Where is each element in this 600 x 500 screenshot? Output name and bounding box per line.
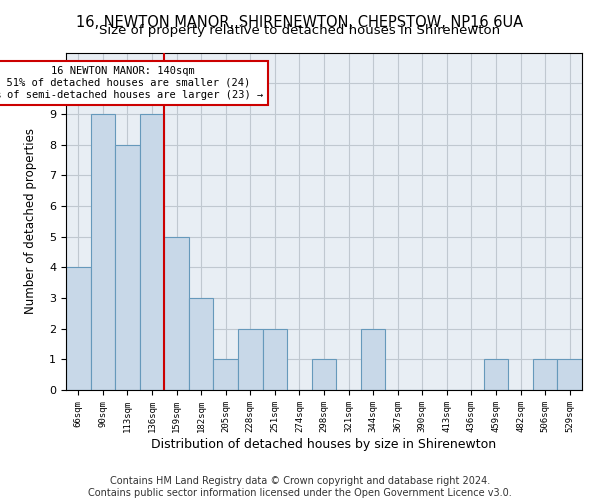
- Y-axis label: Number of detached properties: Number of detached properties: [24, 128, 37, 314]
- Bar: [164, 236, 189, 390]
- Bar: [214, 360, 238, 390]
- Bar: [115, 144, 140, 390]
- Bar: [557, 360, 582, 390]
- Bar: [238, 328, 263, 390]
- Bar: [484, 360, 508, 390]
- Bar: [533, 360, 557, 390]
- Bar: [361, 328, 385, 390]
- Bar: [312, 360, 336, 390]
- Text: 16 NEWTON MANOR: 140sqm
← 51% of detached houses are smaller (24)
49% of semi-de: 16 NEWTON MANOR: 140sqm ← 51% of detache…: [0, 66, 263, 100]
- Text: Contains HM Land Registry data © Crown copyright and database right 2024.
Contai: Contains HM Land Registry data © Crown c…: [88, 476, 512, 498]
- Bar: [140, 114, 164, 390]
- Text: 16, NEWTON MANOR, SHIRENEWTON, CHEPSTOW, NP16 6UA: 16, NEWTON MANOR, SHIRENEWTON, CHEPSTOW,…: [76, 15, 524, 30]
- X-axis label: Distribution of detached houses by size in Shirenewton: Distribution of detached houses by size …: [151, 438, 497, 450]
- Bar: [263, 328, 287, 390]
- Text: Size of property relative to detached houses in Shirenewton: Size of property relative to detached ho…: [100, 24, 500, 37]
- Bar: [91, 114, 115, 390]
- Bar: [66, 268, 91, 390]
- Bar: [189, 298, 214, 390]
